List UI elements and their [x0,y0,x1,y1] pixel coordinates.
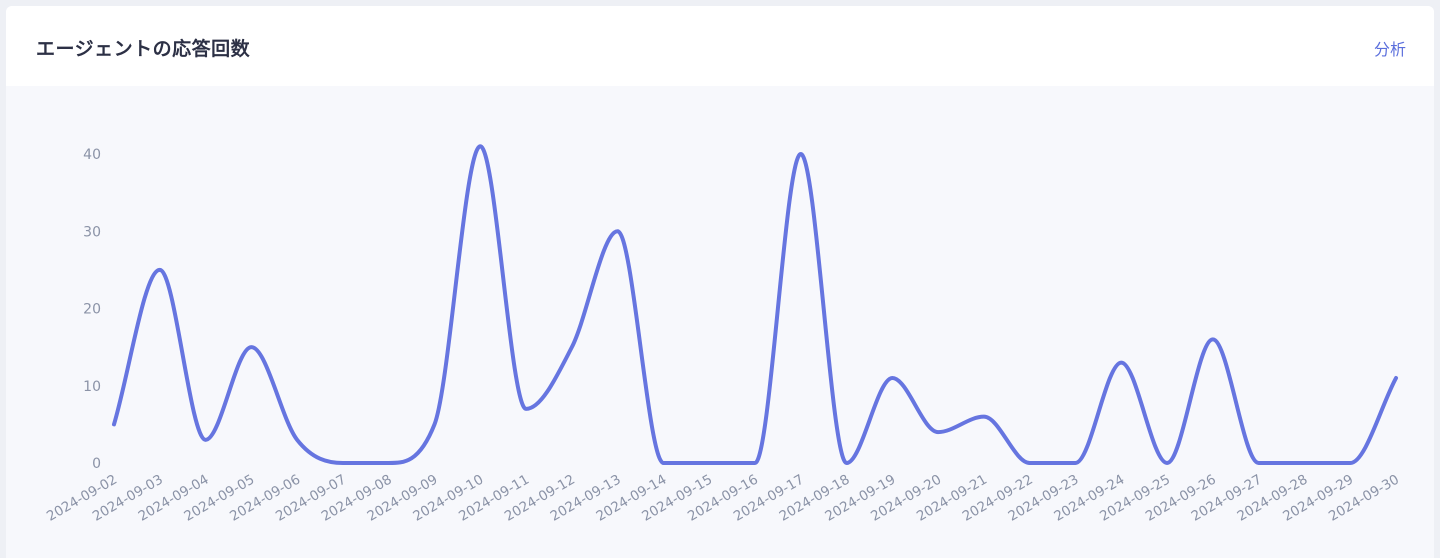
analyze-link[interactable]: 分析 [1373,40,1406,59]
data-point[interactable] [1391,373,1401,383]
data-point[interactable] [704,458,714,468]
data-point[interactable] [384,458,394,468]
data-point[interactable] [887,373,897,383]
chart-area: 0 10 20 30 40 2024-09-02 2024-09-03 2024-09-04… [6,86,1434,558]
data-point[interactable] [109,419,119,429]
series-line [112,144,1398,465]
y-tick-label: 30 [83,224,101,240]
y-axis: 0 10 20 30 40 [83,147,101,472]
data-point[interactable] [1208,334,1218,344]
data-point[interactable] [750,458,760,468]
y-tick-label: 20 [83,302,101,318]
data-point[interactable] [979,412,989,422]
data-point[interactable] [842,458,852,468]
data-point[interactable] [521,404,531,414]
data-point[interactable] [658,458,668,468]
data-point[interactable] [430,419,440,429]
card-title: エージェントの応答回数 [36,38,251,60]
series-group [109,141,1401,468]
data-point[interactable] [292,435,302,445]
data-point[interactable] [1116,358,1126,368]
response-count-card: エージェントの応答回数 分析 0 10 20 30 40 2024-09-02 2024-… [6,6,1434,558]
x-axis: 2024-09-022024-09-032024-09-042024-09-05… [44,472,1402,525]
data-point[interactable] [567,342,577,352]
data-point[interactable] [1299,458,1309,468]
data-point[interactable] [338,458,348,468]
data-point[interactable] [246,342,256,352]
card-header: エージェントの応答回数 分析 [6,6,1434,86]
data-point[interactable] [933,427,943,437]
y-tick-label: 40 [83,147,101,163]
y-tick-label: 10 [83,379,101,395]
response-line-chart: 0 10 20 30 40 2024-09-022024-09-032024-09-04… [44,141,1402,525]
data-point[interactable] [1254,458,1264,468]
data-point[interactable] [475,141,485,151]
data-point[interactable] [201,435,211,445]
data-point[interactable] [613,226,623,236]
data-point[interactable] [1025,458,1035,468]
data-point[interactable] [1162,458,1172,468]
y-tick-label: 0 [92,456,101,472]
data-point[interactable] [155,265,165,275]
data-point[interactable] [1345,458,1355,468]
data-point[interactable] [796,149,806,159]
data-point[interactable] [1071,458,1081,468]
